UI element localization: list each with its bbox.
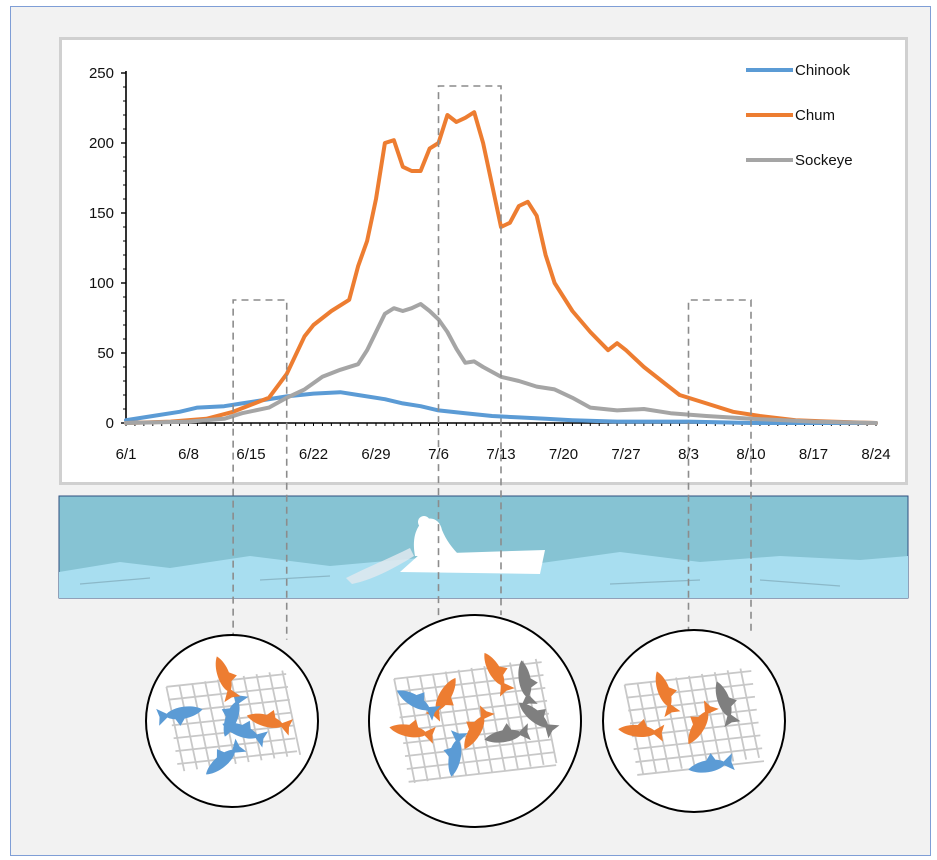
fish-icon-chum	[688, 700, 719, 745]
x-tick-label: 8/24	[861, 446, 890, 463]
y-tick-label: 200	[89, 135, 114, 152]
fisher-in-boat-with-net-icon	[346, 516, 545, 584]
fish-icon-chinook	[205, 738, 247, 775]
fish-icon-chinook	[443, 730, 468, 777]
sampling-window-late	[687, 299, 752, 634]
legend-label-chinook: Chinook	[795, 62, 851, 79]
x-tick-label: 6/29	[361, 446, 390, 463]
x-tick-label: 6/8	[178, 446, 199, 463]
y-tick-label: 50	[97, 345, 114, 362]
y-tick-label: 250	[89, 65, 114, 82]
fish-icon-chum	[464, 705, 495, 750]
legend-label-sockeye: Sockeye	[795, 152, 853, 169]
net-circle-border	[368, 614, 582, 828]
net-circle-border	[602, 629, 786, 813]
x-tick-label: 8/3	[678, 446, 699, 463]
fish-icon-chum	[484, 652, 515, 697]
net-circle-early	[145, 634, 319, 808]
series-line-sockeye	[124, 302, 878, 425]
x-tick-label: 7/27	[611, 446, 640, 463]
river-waves	[59, 552, 908, 598]
chart-area	[59, 37, 908, 485]
fish-icon-chinook	[688, 753, 735, 773]
x-tick-label: 6/1	[116, 446, 137, 463]
fish-icon-chum	[246, 710, 294, 736]
net-circle-background	[369, 615, 581, 827]
y-tick-label: 100	[89, 275, 114, 292]
x-tick-label: 8/17	[799, 446, 828, 463]
series-line-chum	[124, 110, 878, 425]
x-tick-label: 8/10	[736, 446, 765, 463]
sampling-window-peak	[437, 85, 502, 616]
fish-icon-chum	[655, 671, 681, 718]
x-tick-label: 6/15	[236, 446, 265, 463]
fish-icon-chum	[618, 719, 665, 742]
sampling-windows	[232, 85, 752, 640]
fish-icon-chinook	[396, 690, 441, 721]
fish-icon-chinook	[156, 706, 203, 726]
series-line-chinook	[124, 390, 878, 425]
x-tick-label: 6/22	[299, 446, 328, 463]
y-tick-label: 0	[106, 415, 114, 432]
fish-icon-sockeye	[518, 702, 560, 739]
wave-lines	[79, 575, 841, 587]
fish-icon-chum	[389, 719, 436, 744]
fish-icon-sockeye	[715, 681, 741, 728]
net-circle-peak	[368, 614, 582, 828]
legend-label-chum: Chum	[795, 107, 835, 124]
y-tick-label: 150	[89, 205, 114, 222]
fish-icon-chinook	[222, 720, 269, 748]
x-tick-label: 7/20	[549, 446, 578, 463]
net-illustrations	[145, 614, 786, 828]
sampling-window-early	[232, 299, 288, 640]
fish-icon-sockeye	[484, 723, 531, 743]
chart-series	[124, 110, 878, 425]
fish-icon-sockeye	[518, 660, 538, 707]
net-circle-late	[602, 629, 786, 813]
river-scene	[58, 495, 909, 599]
net-circle-border	[145, 634, 319, 808]
chart-legend: Chinook Chum Sockeye	[746, 62, 853, 169]
fish-icon-chum	[215, 656, 241, 703]
